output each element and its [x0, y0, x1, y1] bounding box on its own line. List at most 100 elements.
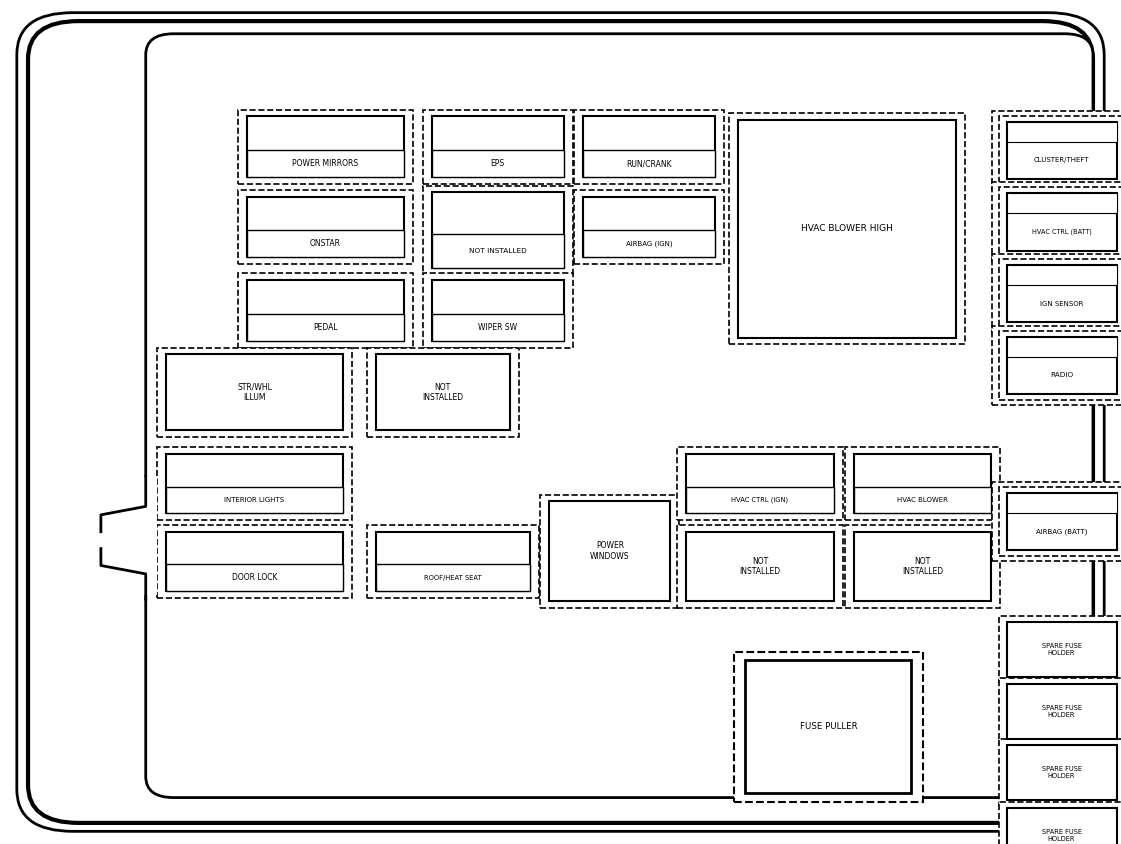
Bar [432, 150, 564, 177]
Bar [157, 447, 352, 520]
Text: EPS: EPS [491, 159, 504, 168]
Bar [1007, 265, 1117, 285]
Text: POWER
WINDOWS: POWER WINDOWS [590, 542, 630, 560]
Bar [583, 230, 715, 257]
Bar [992, 482, 1121, 561]
Bar [423, 273, 573, 348]
Text: CLUSTER/THEFT: CLUSTER/THEFT [1034, 157, 1090, 163]
Text: STR/WHL
ILLUM: STR/WHL ILLUM [237, 383, 272, 402]
Text: SPARE FUSE
HOLDER: SPARE FUSE HOLDER [1041, 705, 1082, 717]
Bar [432, 280, 564, 341]
Bar [549, 501, 670, 601]
Bar [738, 120, 956, 338]
Text: FUSE PULLER: FUSE PULLER [799, 722, 858, 731]
Bar [166, 486, 343, 513]
Bar [999, 116, 1121, 185]
Bar [376, 564, 530, 591]
Bar [423, 110, 573, 184]
Bar [999, 187, 1121, 257]
Text: SPARE FUSE
HOLDER: SPARE FUSE HOLDER [1041, 643, 1082, 656]
Bar [999, 802, 1121, 844]
Text: HVAC CTRL (BATT): HVAC CTRL (BATT) [1031, 229, 1092, 235]
Bar [583, 197, 715, 257]
Bar [166, 564, 343, 591]
Text: ONSTAR: ONSTAR [309, 239, 341, 248]
Text: NOT
INSTALLED: NOT INSTALLED [740, 557, 780, 576]
Bar [845, 447, 1000, 520]
Bar [1007, 193, 1117, 214]
Bar [745, 660, 911, 793]
Bar [423, 186, 573, 275]
FancyBboxPatch shape [28, 21, 1093, 823]
Text: WIPER SW: WIPER SW [479, 322, 517, 332]
Bar [992, 111, 1121, 190]
Bar [729, 113, 965, 344]
Bar [677, 447, 843, 520]
Bar [1007, 193, 1117, 251]
Bar [95, 477, 157, 595]
Bar [247, 116, 404, 177]
Bar [157, 525, 352, 598]
Text: POWER MIRRORS: POWER MIRRORS [293, 159, 358, 168]
Bar [1007, 337, 1117, 357]
Bar [845, 525, 1000, 608]
Bar [432, 234, 564, 268]
Bar [166, 354, 343, 430]
Bar [734, 652, 923, 802]
Bar [367, 348, 519, 437]
Text: RADIO: RADIO [1050, 372, 1073, 378]
Bar [166, 454, 343, 513]
Bar [999, 259, 1121, 328]
Bar [1007, 337, 1117, 394]
Bar [238, 190, 413, 264]
Bar [999, 616, 1121, 683]
FancyBboxPatch shape [17, 13, 1104, 831]
Bar [1007, 684, 1117, 738]
Bar [1007, 122, 1117, 142]
Bar [854, 454, 991, 513]
Bar [574, 110, 724, 184]
Text: INTERIOR LIGHTS: INTERIOR LIGHTS [224, 497, 285, 503]
Text: HVAC BLOWER HIGH: HVAC BLOWER HIGH [802, 225, 892, 233]
Bar [540, 495, 679, 608]
Bar [583, 150, 715, 177]
Bar [166, 532, 343, 591]
Bar [854, 532, 991, 601]
FancyBboxPatch shape [146, 34, 1093, 798]
Bar [574, 190, 724, 264]
Text: PEDAL: PEDAL [313, 322, 337, 332]
Bar [686, 486, 834, 513]
Bar [247, 150, 404, 177]
Text: NOT
INSTALLED: NOT INSTALLED [423, 383, 463, 402]
Bar [247, 230, 404, 257]
Bar [677, 525, 843, 608]
Text: AIRBAG (IGN): AIRBAG (IGN) [626, 241, 673, 247]
Bar [247, 280, 404, 341]
Text: HVAC CTRL (IGN): HVAC CTRL (IGN) [732, 496, 788, 503]
Bar [583, 116, 715, 177]
Text: IGN SENSOR: IGN SENSOR [1040, 300, 1083, 306]
Bar [367, 525, 539, 598]
Text: SPARE FUSE
HOLDER: SPARE FUSE HOLDER [1041, 829, 1082, 841]
Bar [686, 454, 834, 513]
Bar [432, 314, 564, 341]
Text: NOT
INSTALLED: NOT INSTALLED [902, 557, 943, 576]
Bar [247, 314, 404, 341]
Text: AIRBAG (BATT): AIRBAG (BATT) [1036, 528, 1087, 535]
Bar [1007, 622, 1117, 677]
Bar [376, 354, 510, 430]
Bar [999, 487, 1121, 556]
Bar [1007, 493, 1117, 550]
Bar [376, 532, 530, 591]
Bar [247, 197, 404, 257]
Text: DOOR LOCK: DOOR LOCK [232, 573, 277, 582]
Bar [157, 348, 352, 437]
Bar [1007, 265, 1117, 322]
Bar [1007, 493, 1117, 513]
Bar [1007, 808, 1117, 844]
Bar [999, 678, 1121, 744]
Text: HVAC BLOWER: HVAC BLOWER [897, 497, 948, 503]
Bar [238, 273, 413, 348]
Bar [999, 331, 1121, 400]
Bar [992, 182, 1121, 262]
